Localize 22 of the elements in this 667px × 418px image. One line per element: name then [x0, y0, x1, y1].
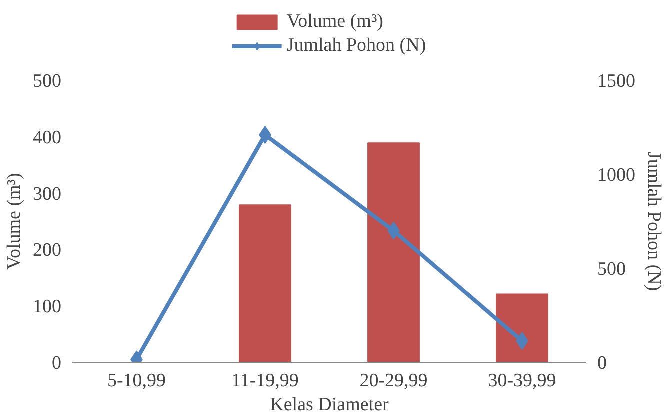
- bar: [368, 142, 420, 362]
- y-tick-label: 300: [33, 184, 62, 205]
- legend-label: Jumlah Pohon (N): [286, 35, 426, 57]
- y2-tick-label: 1000: [598, 165, 636, 186]
- y2-tick-label: 500: [598, 259, 626, 280]
- bar: [239, 204, 292, 362]
- y2-tick-label: 1500: [598, 71, 636, 92]
- y-axis-title: Volume (m³): [4, 173, 25, 270]
- y-tick-label: 400: [33, 127, 62, 148]
- x-tick-label: 11-19,99: [232, 370, 299, 392]
- x-tick-label: 30-39,99: [488, 370, 556, 392]
- y2-tick-label: 0: [598, 353, 607, 374]
- y-tick-label: 0: [52, 353, 62, 374]
- y2-axis-title: Jumlah Pohon (N): [644, 152, 664, 292]
- y-tick-label: 500: [33, 71, 62, 92]
- x-tick-label: 5-10,99: [107, 370, 166, 392]
- y-tick-label: 200: [33, 240, 62, 262]
- x-tick-label: 20-29,99: [360, 370, 428, 392]
- bar: [496, 294, 548, 362]
- legend-label: Volume (m³): [286, 11, 384, 33]
- x-axis-title: Kelas Diameter: [270, 394, 390, 416]
- y-tick-label: 100: [33, 296, 62, 318]
